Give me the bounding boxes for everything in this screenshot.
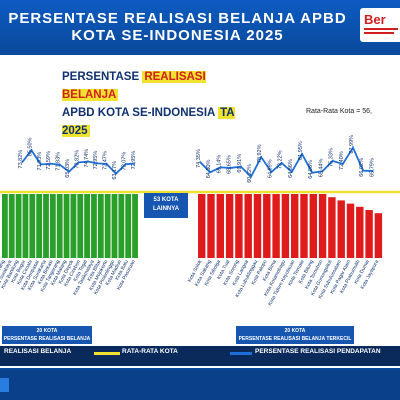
bar-bottom-8 (263, 194, 271, 258)
chart-title-part-2: APBD KOTA SE-INDONESIA (62, 107, 219, 119)
pendapatan-label-bottom-3: 69,14% (216, 155, 222, 174)
bar-top-12 (77, 194, 84, 258)
bar-top-5 (29, 194, 36, 258)
pendapatan-label-bottom-11: 81,95% (298, 141, 304, 160)
legend-bar (0, 346, 400, 366)
pendapatan-label-top-13: 72,95% (131, 151, 137, 170)
footer (0, 370, 400, 400)
bar-top-17 (111, 194, 118, 258)
brand-logo-text: Ber (364, 12, 386, 27)
pendapatan-line-bottom (199, 145, 374, 179)
pendapatan-label-top-4: 72,59% (46, 151, 52, 170)
bar-top-7 (43, 194, 49, 258)
pendapatan-label-top-2: 85,50% (27, 137, 33, 156)
pendapatan-label-bottom-15: 72,40% (339, 151, 345, 170)
bar-top-15 (97, 194, 104, 258)
bar-top-4 (22, 194, 29, 258)
group-bottom-text: 20 KOTA PERSENTASE REALISASI BELANJA TER… (238, 328, 352, 342)
pendapatan-label-bottom-8: 64,69% (267, 159, 273, 178)
brand-logo-box (360, 8, 400, 42)
bar-top-2 (8, 194, 15, 258)
bar-top-13 (84, 194, 90, 258)
bar-bottom-5 (235, 194, 243, 258)
banner (0, 0, 400, 52)
bar-bottom-13 (309, 194, 317, 258)
bar-top-6 (36, 194, 43, 258)
pendapatan-label-bottom-16: 87,99% (349, 135, 355, 154)
bar-top-9 (56, 194, 63, 258)
other-cities-label: 53 KOTA LAINNYA (152, 197, 180, 212)
brand-logo-bar (364, 28, 398, 30)
bar-bottom-17 (346, 203, 355, 258)
bar-bottom-9 (272, 194, 280, 258)
pendapatan-label-bottom-1: 74,35% (196, 149, 202, 168)
pendapatan-label-bottom-6: 60,22% (247, 164, 253, 183)
bar-top-14 (91, 194, 97, 258)
bar-bottom-16 (337, 200, 345, 258)
other-cities-box: 53 KOTA LAINNYA (144, 193, 188, 218)
bar-bottom-12 (300, 194, 308, 258)
pendapatan-label-bottom-9: 73,22% (278, 150, 284, 169)
bar-top-11 (70, 194, 77, 258)
bar-top-3 (15, 194, 22, 258)
pendapatan-label-top-7: 73,82% (74, 150, 80, 169)
bar-top-1 (2, 194, 8, 258)
pendapatan-label-top-3: 71,93% (37, 152, 43, 171)
bar-top-10 (63, 194, 70, 258)
pendapatan-label-top-9: 72,95% (93, 151, 99, 170)
average-label: Rata-Rata Kota = 56, (306, 108, 372, 115)
pendapatan-label-bottom-13: 65,44% (318, 159, 324, 178)
bar-bottom-6 (244, 194, 252, 258)
pendapatan-label-bottom-5: 69,91% (237, 154, 243, 173)
bar-top-8 (49, 194, 56, 258)
pendapatan-label-top-8: 74,74% (84, 149, 90, 168)
pendapatan-label-top-11: 63,17% (112, 161, 118, 180)
pendapatan-label-bottom-2: 64,50% (206, 160, 212, 179)
bar-top-20 (132, 194, 138, 258)
bar-top-16 (104, 194, 111, 258)
legend-pend-label: PERSENTASE REALISASI PENDAPATAN (255, 348, 381, 355)
bar-bottom-15 (328, 197, 336, 258)
pendapatan-label-bottom-12: 64,08% (308, 160, 314, 179)
pendapatan-label-bottom-4: 68,65% (227, 155, 233, 174)
legend-avg-swatch (94, 352, 120, 355)
pendapatan-label-top-10: 72,47% (103, 151, 109, 170)
pendapatan-label-bottom-14: 75,33% (329, 148, 335, 167)
chart-title-part-1: PERSENTASE (62, 71, 143, 83)
brand-logo-bar-2 (364, 32, 394, 34)
bar-bottom-18 (356, 206, 364, 258)
group-bottom-label: 20 KOTA PERSENTASE REALISASI BELANJA TER… (236, 326, 354, 344)
bar-bottom-4 (225, 194, 234, 258)
bar-bottom-19 (365, 210, 373, 258)
bar-bottom-14 (318, 194, 327, 258)
bar-bottom-3 (216, 194, 224, 258)
pendapatan-label-top-5: 71,83% (56, 152, 62, 171)
bar-top-19 (125, 194, 132, 258)
legend-avg-label: RATA-RATA KOTA (122, 348, 178, 355)
bar-top-18 (118, 194, 125, 258)
pendapatan-line-top (21, 148, 135, 175)
pendapatan-label-top-6: 65,03% (65, 159, 71, 178)
bar-bottom-1 (198, 194, 206, 258)
pendapatan-label-bottom-10: 64,86% (288, 159, 294, 178)
pendapatan-label-bottom-18: 65,79% (369, 158, 375, 177)
group-top-label: 20 KOTA PERSENTASE REALISASI BELANJA TER… (2, 326, 92, 350)
bar-bottom-7 (253, 194, 262, 258)
bar-bottom-11 (291, 194, 299, 258)
pendapatan-label-bottom-17: 66,02% (359, 158, 365, 177)
legend-pend-swatch (230, 352, 252, 355)
pendapatan-label-bottom-7: 78,92% (257, 144, 263, 163)
footer-tab[interactable] (0, 378, 9, 392)
pendapatan-label-top-1: 73,82% (18, 150, 24, 169)
pendapatan-label-top-12: 72,07% (121, 152, 127, 171)
bar-bottom-2 (207, 194, 215, 258)
chart-title: PERSENTASE REALISASI BELANJA APBD KOTA S… (62, 68, 262, 140)
banner-title: PERSENTASE REALISASI BELANJA APBD KOTA S… (8, 10, 347, 44)
legend-bar-label: REALISASI BELANJA (4, 348, 72, 355)
bar-bottom-10 (281, 194, 290, 258)
bar-bottom-20 (374, 213, 383, 258)
